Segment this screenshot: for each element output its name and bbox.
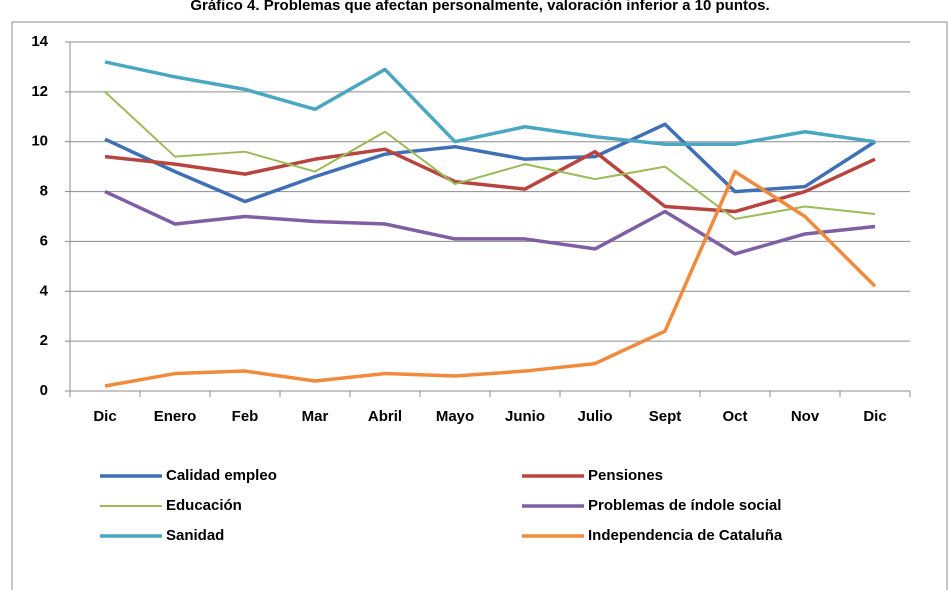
chart-title: Gráfico 4. Problemas que afectan persona… (190, 0, 769, 14)
y-tick-label: 0 (40, 382, 48, 399)
legend-label: Problemas de índole social (588, 497, 781, 514)
series-line (104, 189, 876, 256)
x-tick-label: Mayo (436, 408, 474, 425)
y-tick-label: 4 (40, 282, 49, 299)
y-tick-label: 10 (31, 133, 48, 150)
series-line (104, 91, 876, 220)
chart-border (11, 21, 948, 590)
x-tick-label: Sept (649, 408, 682, 425)
legend-label: Calidad empleo (166, 467, 277, 484)
y-tick-label: 12 (31, 83, 48, 100)
legend-label: Educación (166, 497, 242, 514)
x-tick-label: Nov (791, 408, 820, 425)
x-tick-label: Oct (722, 408, 747, 425)
series-line (104, 147, 876, 214)
series-line (104, 60, 876, 146)
x-tick-label: Junio (505, 408, 545, 425)
x-tick-label: Dic (863, 408, 886, 425)
legend-label: Sanidad (166, 527, 224, 544)
legend-label: Pensiones (588, 467, 663, 484)
x-tick-label: Dic (93, 408, 116, 425)
series-line (104, 122, 876, 204)
y-tick-label: 2 (40, 332, 48, 349)
x-tick-label: Mar (302, 408, 329, 425)
y-tick-label: 6 (40, 232, 48, 249)
x-tick-label: Enero (154, 408, 197, 425)
x-tick-label: Abril (368, 408, 402, 425)
x-tick-label: Feb (232, 408, 259, 425)
x-tick-label: Julio (577, 408, 612, 425)
legend-label: Independencia de Cataluña (588, 527, 783, 544)
y-tick-label: 8 (40, 183, 48, 200)
series-line (104, 169, 877, 388)
y-tick-label: 14 (31, 33, 48, 50)
